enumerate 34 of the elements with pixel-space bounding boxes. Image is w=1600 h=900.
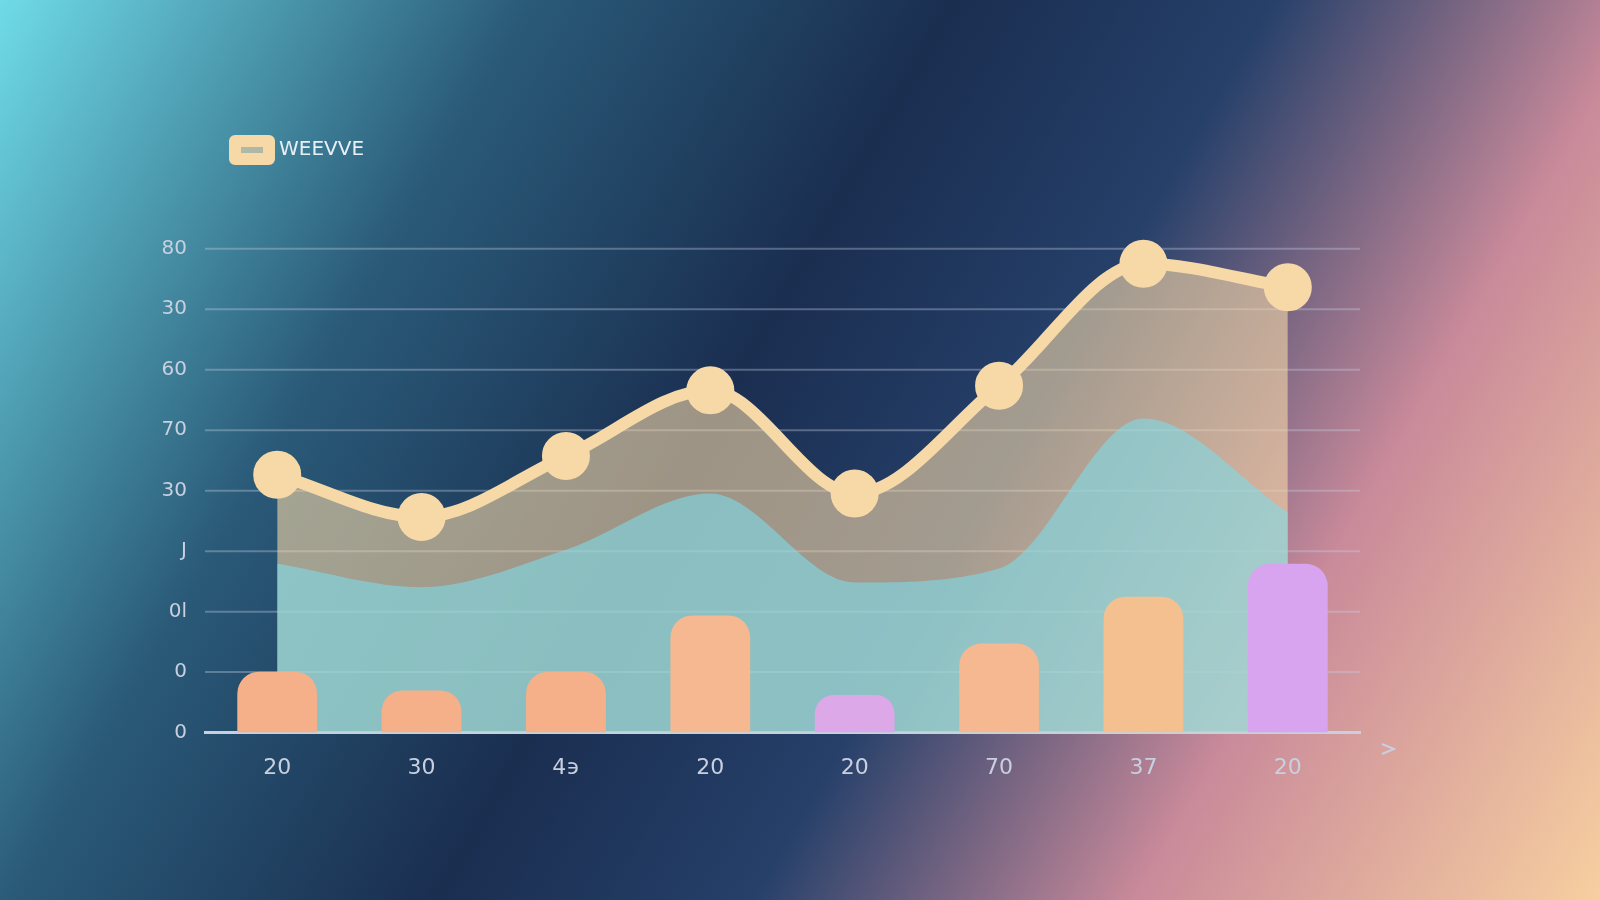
text: 0 <box>174 658 187 683</box>
bar <box>959 643 1039 733</box>
point <box>397 492 446 541</box>
x-tick-label: 4϶ <box>552 753 580 779</box>
point <box>830 469 879 518</box>
point <box>1263 263 1312 312</box>
x-tick-label: 70 <box>985 753 1014 779</box>
x-tick-label: 30 <box>407 753 436 779</box>
bar <box>381 690 462 733</box>
bar <box>237 671 318 733</box>
bar <box>1103 596 1184 733</box>
bar <box>670 615 751 733</box>
point <box>686 366 735 415</box>
text: 30 <box>161 295 187 320</box>
point <box>975 361 1024 410</box>
bar <box>526 671 606 733</box>
bar <box>1247 563 1328 733</box>
text: J <box>179 537 187 562</box>
text: 70 <box>161 416 187 441</box>
point <box>541 431 590 480</box>
text: 0l <box>168 597 187 622</box>
x-tick-label: 20 <box>840 753 869 779</box>
text: 60 <box>161 355 187 380</box>
legend-label: WEEVVE <box>279 136 365 161</box>
x-tick-label: 20 <box>263 753 292 779</box>
text: 80 <box>161 234 187 259</box>
x-tick-label: 20 <box>696 753 725 779</box>
point <box>1119 239 1168 288</box>
text: 30 <box>161 476 187 501</box>
x-tick-label: 37 <box>1129 753 1158 779</box>
x-tick-label: 20 <box>1273 753 1302 779</box>
text: 0 <box>174 718 187 743</box>
bar <box>814 695 895 733</box>
point <box>253 450 302 499</box>
